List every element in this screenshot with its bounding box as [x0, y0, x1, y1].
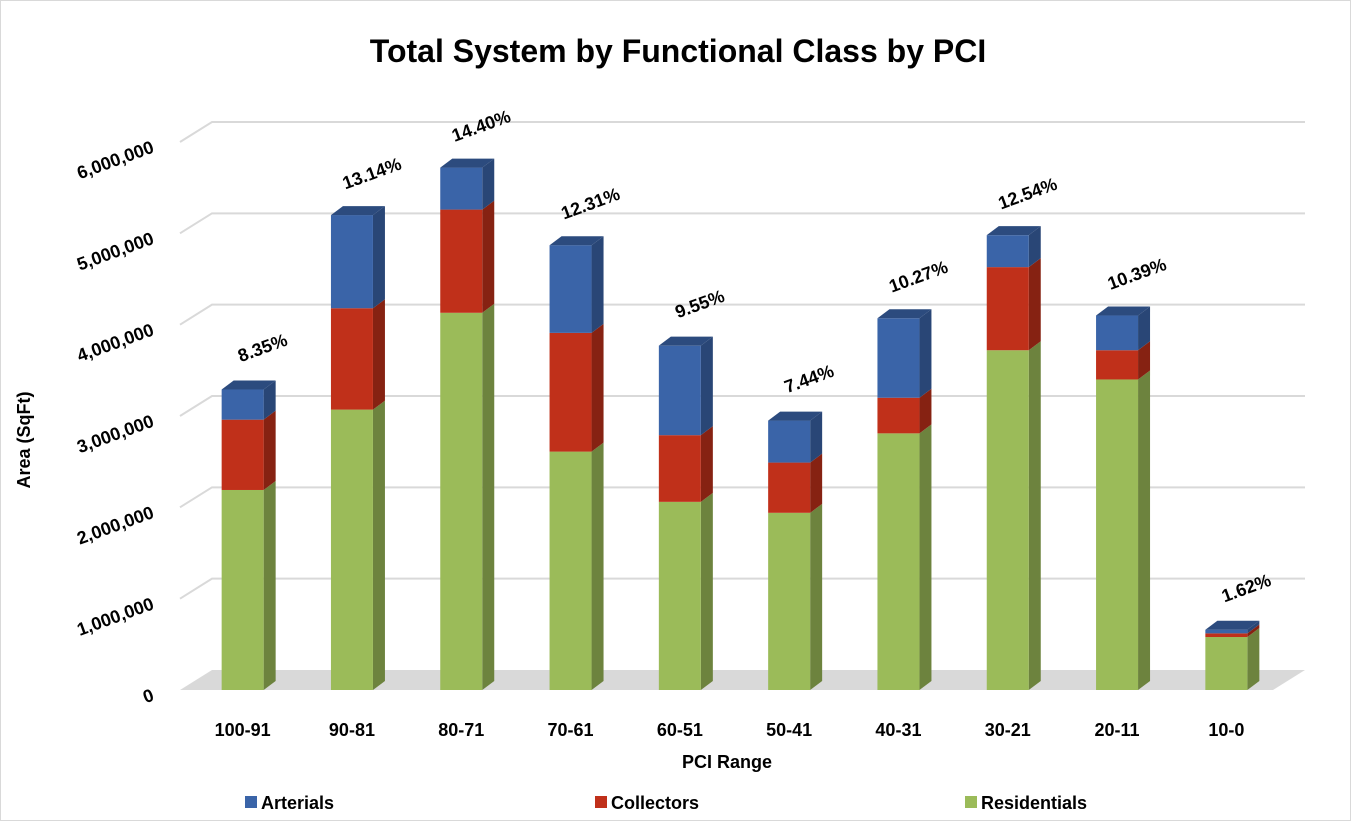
bar-side: [1138, 306, 1151, 351]
bar-side: [919, 388, 932, 434]
bar-side: [591, 323, 604, 452]
bar-side: [700, 426, 713, 502]
bar-top: [877, 309, 932, 319]
bar-segment: [440, 209, 483, 313]
legend-label: Collectors: [611, 793, 699, 813]
bar-side: [263, 480, 276, 690]
bar-side: [700, 492, 713, 690]
grid-line: [179, 212, 1305, 235]
x-axis-title: PCI Range: [682, 752, 772, 772]
bar-side: [1247, 620, 1260, 634]
grid-line: [179, 303, 1305, 326]
bar-segment: [1205, 629, 1248, 634]
x-tick-label: 40-31: [875, 720, 921, 740]
bar-side: [919, 424, 932, 690]
x-tick-label: 30-21: [985, 720, 1031, 740]
bar-segment: [658, 501, 701, 690]
bar-top: [1096, 306, 1151, 316]
bar-segment: [877, 433, 920, 690]
grid-line: [179, 486, 1305, 509]
bar-segment: [768, 420, 811, 463]
bar-side: [372, 206, 385, 309]
bar-top: [440, 158, 495, 168]
bar-top: [768, 411, 823, 421]
bar-segment: [768, 512, 811, 690]
bar-side: [1028, 258, 1041, 351]
bar-side: [810, 411, 823, 463]
bar-side: [919, 309, 932, 398]
bar-segment: [221, 489, 264, 690]
bar-segment: [549, 332, 592, 452]
bar-segment: [440, 167, 483, 210]
bar-segment: [1096, 315, 1139, 351]
bar-segment: [330, 409, 373, 690]
bar-side: [810, 503, 823, 690]
bar-segment: [768, 462, 811, 513]
bar-segment: [877, 318, 920, 398]
bar-segment: [221, 389, 264, 420]
bar-segment: [658, 435, 701, 502]
legend-label: Residentials: [981, 793, 1087, 813]
legend-swatch: [965, 796, 977, 808]
bar-segment: [986, 235, 1029, 268]
y-axis-title: Area (SqFt): [14, 391, 34, 488]
bar-top: [986, 226, 1041, 236]
x-tick-label: 90-81: [329, 720, 375, 740]
bar-side: [263, 410, 276, 490]
bar-side: [1247, 628, 1260, 690]
x-tick-label: 20-11: [1095, 720, 1140, 740]
bar-segment: [1096, 379, 1139, 690]
grid-line: [179, 395, 1305, 417]
bar-segment: [330, 308, 373, 410]
legend-swatch: [245, 796, 257, 808]
bar-top: [658, 336, 713, 346]
bar-side: [372, 299, 385, 410]
bar-segment: [986, 350, 1029, 690]
chart-title: Total System by Functional Class by PCI: [370, 33, 986, 69]
bar-segment: [440, 312, 483, 690]
bar-side: [482, 158, 495, 210]
bar-segment: [330, 215, 373, 309]
x-tick-label: 100-91: [215, 720, 271, 740]
bar-top: [1205, 620, 1260, 630]
bar-top: [221, 380, 276, 390]
bar-side: [1028, 341, 1041, 690]
grid-line: [179, 121, 1305, 143]
bar-side: [591, 236, 604, 333]
legend-swatch: [595, 796, 607, 808]
x-tick-label: 70-61: [548, 720, 594, 740]
bar-top: [549, 236, 604, 246]
bar-side: [372, 400, 385, 690]
bar-segment: [986, 267, 1029, 351]
bar-side: [1138, 341, 1151, 380]
bar-segment: [549, 245, 592, 333]
x-tick-label: 80-71: [438, 720, 484, 740]
bar-top: [330, 206, 385, 216]
bar-side: [482, 200, 495, 313]
x-tick-label: 10-0: [1208, 720, 1244, 740]
bar-segment: [1096, 350, 1139, 380]
bar-segment: [549, 451, 592, 690]
bar-side: [810, 453, 823, 513]
legend-label: Arterials: [261, 793, 334, 813]
bar-side: [482, 303, 495, 690]
bar-segment: [1205, 633, 1248, 638]
bar-side: [1028, 226, 1041, 268]
bar-side: [1138, 370, 1151, 690]
x-tick-label: 50-41: [766, 720, 812, 740]
bar-side: [1247, 624, 1260, 638]
bar-segment: [1205, 637, 1248, 690]
bar-segment: [877, 397, 920, 434]
x-tick-label: 60-51: [657, 720, 703, 740]
bar-side: [591, 442, 604, 690]
grid-line: [179, 577, 1305, 600]
bar-segment: [658, 345, 701, 436]
bar-segment: [221, 419, 264, 490]
bar-side: [700, 336, 713, 436]
bar-side: [263, 380, 276, 420]
